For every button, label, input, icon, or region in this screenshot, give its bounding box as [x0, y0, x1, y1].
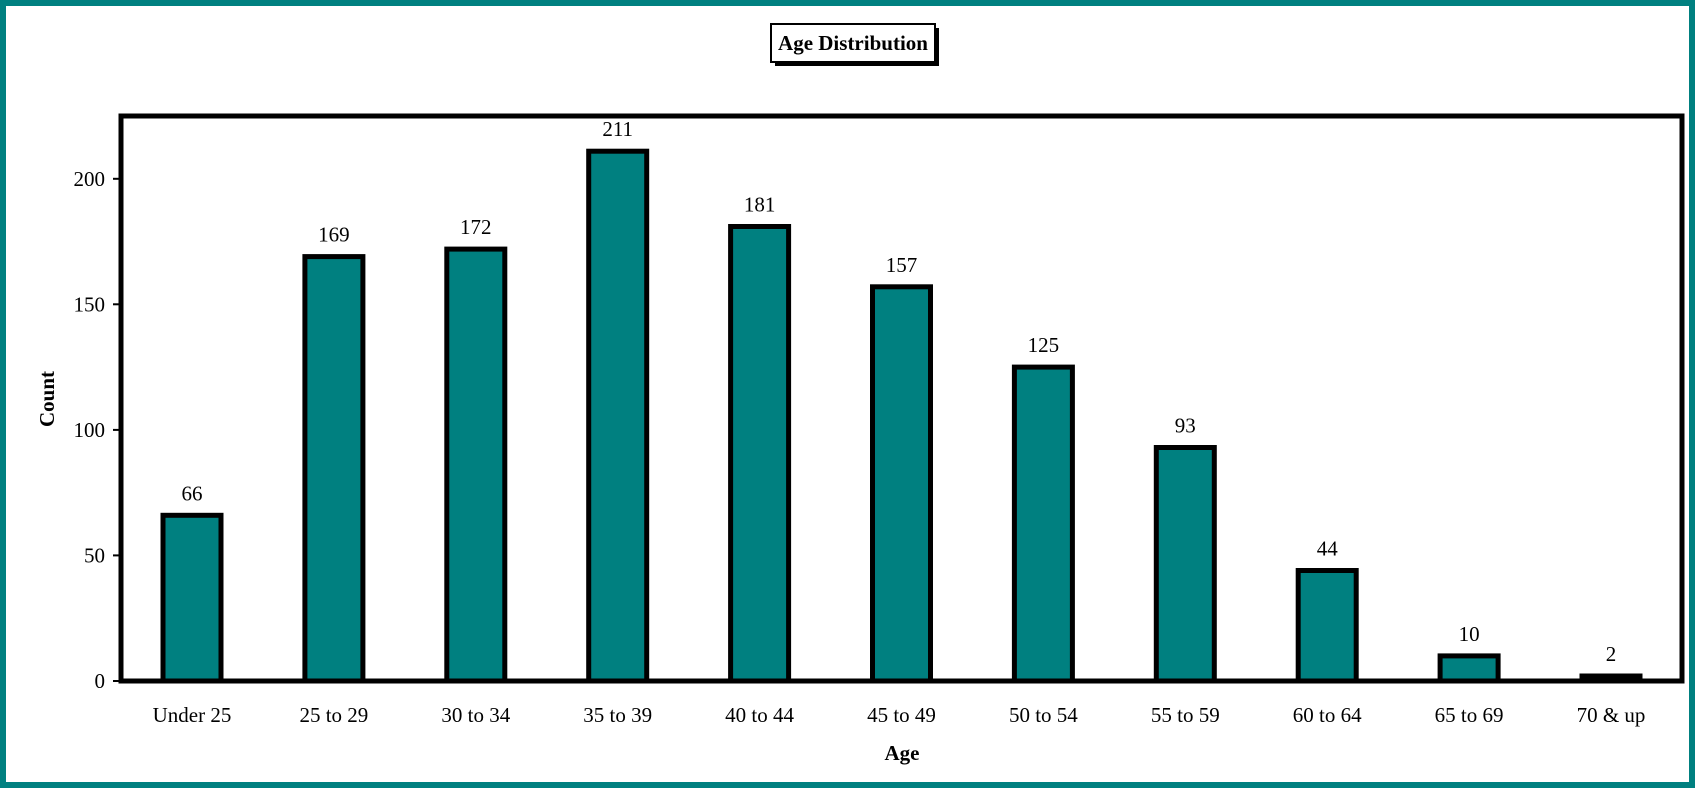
bar-value-label: 2 — [1606, 642, 1617, 666]
bar-value-label: 10 — [1459, 622, 1480, 646]
bar — [586, 148, 650, 684]
x-tick-label: 50 to 54 — [1009, 703, 1078, 727]
bar — [160, 512, 224, 684]
bar-value-label: 44 — [1317, 537, 1339, 561]
plot-area-frame — [118, 113, 1685, 684]
y-axis: 0 50 100 150 200 — [74, 167, 121, 693]
bar — [1295, 568, 1359, 684]
bar-value-label: 181 — [744, 193, 776, 217]
bar-chart: Age Distribution 66 169 172 211 181 157 125 93 4… — [35, 23, 1685, 765]
bar — [1011, 364, 1075, 684]
chart-title: Age Distribution — [778, 31, 928, 55]
x-axis-title: Age — [885, 741, 920, 765]
bar — [728, 224, 792, 684]
x-tick-label: 40 to 44 — [725, 703, 794, 727]
x-tick-label: 65 to 69 — [1435, 703, 1504, 727]
x-tick-label: 25 to 29 — [299, 703, 368, 727]
x-tick-label: Under 25 — [153, 703, 232, 727]
bar — [302, 254, 366, 684]
y-tick-label: 0 — [95, 669, 106, 693]
y-tick-label: 200 — [74, 167, 106, 191]
x-tick-label: 60 to 64 — [1293, 703, 1362, 727]
bar — [1153, 445, 1217, 684]
bar — [444, 246, 508, 684]
bars-layer: 66 169 172 211 181 157 125 93 44 10 2 — [160, 117, 1643, 684]
bar-value-label: 211 — [602, 117, 633, 141]
bar-value-label: 157 — [886, 253, 918, 277]
bar-value-label: 125 — [1028, 333, 1060, 357]
y-axis-title: Count — [35, 371, 59, 427]
bar-value-label: 93 — [1175, 414, 1196, 438]
x-tick-label: 35 to 39 — [583, 703, 652, 727]
bar-value-label: 66 — [182, 481, 203, 505]
title-box — [770, 23, 936, 63]
x-tick-label: 45 to 49 — [867, 703, 936, 727]
y-tick-label: 50 — [84, 543, 105, 567]
x-tick-label: 70 & up — [1577, 703, 1646, 727]
x-tick-label: 30 to 34 — [441, 703, 510, 727]
chart-title-box: Age Distribution — [770, 23, 939, 66]
bar — [1437, 653, 1501, 684]
y-tick-label: 100 — [74, 418, 106, 442]
x-tick-label: 55 to 59 — [1151, 703, 1220, 727]
bar — [870, 284, 933, 684]
bar-value-label: 172 — [460, 215, 492, 239]
y-tick-label: 150 — [74, 292, 106, 316]
x-axis: Under 25 25 to 29 30 to 34 35 to 39 40 to 44… — [153, 703, 1646, 727]
bar-value-label: 169 — [318, 223, 350, 247]
